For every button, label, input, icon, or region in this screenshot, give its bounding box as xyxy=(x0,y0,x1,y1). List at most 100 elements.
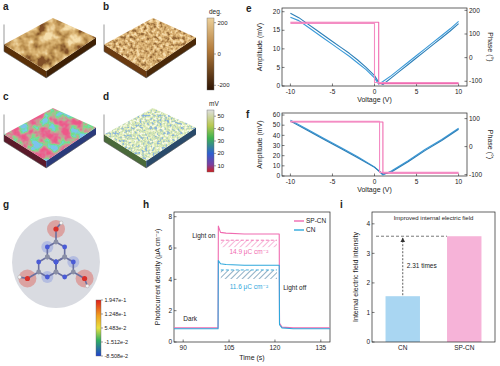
atom xyxy=(54,260,59,265)
plot-area xyxy=(174,226,330,329)
afm-surface xyxy=(2,4,98,92)
surface-texture xyxy=(102,4,198,92)
afm-surface xyxy=(102,94,198,182)
atom xyxy=(45,275,50,280)
y2-axis-title: Phase (°) xyxy=(486,130,494,159)
y-tick-label: 3 xyxy=(366,250,370,257)
y-tick xyxy=(174,310,177,311)
afm-surface xyxy=(2,94,98,182)
y-tick xyxy=(174,216,177,217)
atom xyxy=(71,270,76,275)
y-tick xyxy=(282,155,285,156)
x-tick-label: 105 xyxy=(224,344,235,351)
surface-axis xyxy=(104,44,196,78)
y2-tick-label: -100 xyxy=(469,171,482,178)
x-tick-label: 90 xyxy=(180,344,188,351)
x-tick-label: 120 xyxy=(270,344,281,351)
x-tick xyxy=(320,340,321,343)
colorbar-tick xyxy=(101,356,103,357)
y-tick xyxy=(174,279,177,280)
colorbar-tick-label: 40 xyxy=(218,126,225,132)
colorbar-tick-label: 5.483e-2 xyxy=(105,325,127,331)
y-tick xyxy=(282,11,285,12)
y-tick-label: 20 xyxy=(273,152,281,159)
y-tick-label: 6 xyxy=(168,244,172,251)
x-tick-label: 135 xyxy=(315,344,326,351)
panel-label: g xyxy=(3,199,9,210)
y-tick-label: 4 xyxy=(366,220,370,227)
annotation: 2.31 times xyxy=(407,262,438,269)
x-tick-label: 10 xyxy=(455,88,463,95)
x-tick xyxy=(183,340,184,343)
y-tick xyxy=(282,48,285,49)
x-tick-label: -5 xyxy=(330,88,336,95)
y-tick-label: 10 xyxy=(273,45,281,52)
y2-tick-label: 100 xyxy=(469,30,480,37)
y-tick xyxy=(282,86,285,87)
atom xyxy=(86,284,90,288)
reference-line xyxy=(221,240,277,241)
atom xyxy=(54,270,59,275)
colorbar-tick xyxy=(101,327,103,328)
x-tick xyxy=(458,174,459,177)
y-tick xyxy=(372,282,375,283)
y-axis-title: Internal electric field intensity xyxy=(352,232,360,322)
y-tick-label: 8 xyxy=(168,213,172,220)
plot-frame xyxy=(174,212,330,342)
afm-surface xyxy=(102,4,198,92)
colorbar-tick-label: 30 xyxy=(218,138,225,144)
colorbar-tick-label: 1.947e-1 xyxy=(105,297,127,303)
y2-tick-label: 0 xyxy=(469,143,473,150)
plot-area xyxy=(386,236,482,342)
colorbar-tick xyxy=(214,54,216,55)
atom xyxy=(18,275,22,279)
surface-axis xyxy=(4,134,96,168)
series-line xyxy=(290,121,458,174)
esp-molecule xyxy=(12,216,100,308)
y2-tick xyxy=(465,10,468,11)
x-tick-label: 10 xyxy=(455,178,463,185)
y-tick xyxy=(372,253,375,254)
y2-tick xyxy=(465,57,468,58)
atom xyxy=(45,255,50,260)
annotation: Light off xyxy=(283,284,306,292)
esp-spot xyxy=(18,270,36,288)
atom xyxy=(82,276,87,281)
colorbar-tick xyxy=(214,165,216,166)
atom xyxy=(25,276,30,281)
y-tick-label: 0 xyxy=(276,82,280,89)
series-line xyxy=(174,226,330,328)
surface-axis xyxy=(104,24,105,51)
annotation: Improved internal electric field xyxy=(394,215,474,221)
panel-label: b xyxy=(103,1,109,12)
x-tick xyxy=(374,84,375,87)
y2-tick-label: 0 xyxy=(469,54,473,61)
charge-hatch xyxy=(221,240,277,247)
atom xyxy=(54,270,59,275)
atom xyxy=(53,226,58,231)
x-tick xyxy=(290,174,291,177)
panel-label: c xyxy=(3,91,9,102)
atom xyxy=(54,240,59,245)
colorbar-tick-label: 1.248e-1 xyxy=(105,311,127,317)
legend-label: CN xyxy=(306,226,316,233)
colorbar-tick-label: -1.512e-2 xyxy=(105,339,129,345)
y2-tick-label: 200 xyxy=(469,7,480,14)
x-tick-label: 5 xyxy=(415,88,419,95)
charge-hatch xyxy=(221,270,277,279)
y-tick-label: 10 xyxy=(273,162,281,169)
colorbar-tick xyxy=(214,141,216,142)
x-tick xyxy=(274,340,275,343)
atom xyxy=(62,255,67,260)
panel-label: d xyxy=(103,91,109,102)
reference-line xyxy=(221,269,277,270)
bar xyxy=(386,296,420,342)
x-tick xyxy=(332,84,333,87)
surface-axis xyxy=(4,114,5,141)
y2-tick-label: 100 xyxy=(469,115,480,122)
plot-frame xyxy=(372,212,495,342)
y-tick xyxy=(372,342,375,343)
x-axis-title: Time (s) xyxy=(239,354,264,362)
atom xyxy=(62,275,67,280)
atom xyxy=(54,260,59,265)
